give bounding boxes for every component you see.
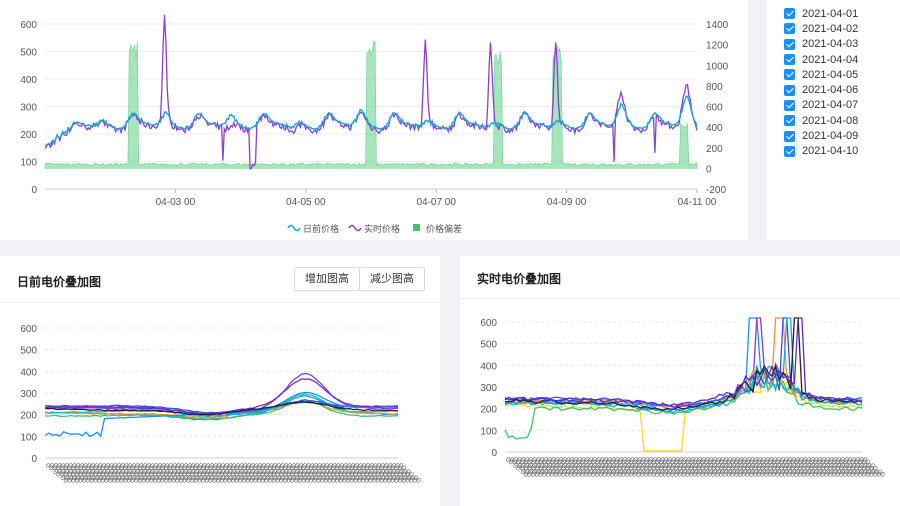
date-checkbox-2021-04-03[interactable]: 2021-04-03: [784, 37, 858, 52]
y-tick: 0: [491, 448, 497, 459]
legend-label: 日前价格: [303, 223, 339, 234]
legend-line-icon: [287, 224, 301, 232]
y-tick: 200: [480, 405, 497, 416]
date-checkbox-list: 2021-04-01 2021-04-02 2021-04-03 2021-04-04…: [784, 6, 858, 159]
y-tick-left: 200: [20, 130, 37, 141]
y-tick: 500: [480, 340, 497, 351]
x-tick-label: 04-03 00: [156, 197, 196, 208]
date-checkbox-label: 2021-04-05: [802, 68, 859, 81]
date-checkbox-2021-04-06[interactable]: 2021-04-06: [784, 82, 858, 97]
checkbox-checked-icon[interactable]: [784, 130, 795, 142]
y-tick: 600: [20, 324, 37, 335]
checkbox-checked-icon[interactable]: [784, 115, 795, 127]
legend-label: 实时价格: [364, 223, 400, 234]
date-checkbox-label: 2021-04-06: [802, 84, 859, 97]
decrease-height-button[interactable]: 减少图高: [359, 267, 425, 291]
y-tick: 0: [31, 454, 37, 465]
date-checkbox-2021-04-07[interactable]: 2021-04-07: [784, 98, 858, 113]
date-checkbox-2021-04-10[interactable]: 2021-04-10: [784, 144, 858, 159]
realtime-overlay-chart: 010020030040050060000:00:0000:00:0000:00…: [480, 317, 886, 479]
realtime-title: 实时电价叠加图: [477, 272, 562, 286]
date-checkbox-label: 2021-04-10: [802, 145, 859, 158]
legend-label: 价格偏差: [426, 223, 462, 234]
series-line-2021-04-05: [45, 400, 399, 420]
y-tick-right: 1400: [706, 20, 729, 31]
y-tick-left: 0: [31, 185, 37, 196]
day-ahead-overlay-card: 日前电价叠加图 增加图高 减少图高 0 100 200 300 400 500 600 00:…: [0, 256, 440, 506]
series-deviation-area: [44, 40, 698, 169]
price-overview-chart: 0 100 200 300 400 500 600 -200 0 200 400 600 800 1000…: [20, 14, 729, 234]
date-checkbox-label: 2021-04-07: [802, 99, 859, 112]
date-checkbox-2021-04-05[interactable]: 2021-04-05: [784, 67, 858, 82]
day-ahead-overlay-chart: 010020030040050060000:00:0000:00:0000:00…: [20, 324, 422, 485]
series-line-2021-04-09: [504, 317, 863, 411]
y-tick-right: 0: [706, 164, 712, 175]
checkbox-checked-icon[interactable]: [784, 8, 795, 20]
y-tick-right: 800: [706, 82, 723, 93]
y-tick: 300: [20, 389, 37, 400]
x-tick-label: 04-09 00: [547, 197, 587, 208]
checkbox-checked-icon[interactable]: [784, 84, 795, 96]
legend-square-icon: [413, 224, 420, 231]
y-tick: 400: [480, 361, 497, 372]
increase-height-button[interactable]: 增加图高: [294, 267, 360, 291]
date-checkbox-2021-04-09[interactable]: 2021-04-09: [784, 128, 858, 143]
y-tick: 300: [480, 383, 497, 394]
x-tick-label: 04-07 00: [416, 197, 456, 208]
y-tick-right: 1000: [706, 61, 729, 72]
y-tick-right: 200: [706, 144, 723, 155]
y-tick: 200: [20, 411, 37, 422]
y-tick: 500: [20, 346, 37, 357]
checkbox-checked-icon[interactable]: [784, 145, 795, 157]
date-checkbox-label: 2021-04-03: [802, 38, 859, 51]
y-tick: 400: [20, 367, 37, 378]
date-checkbox-2021-04-04[interactable]: 2021-04-04: [784, 52, 858, 67]
realtime-overlay-card: 实时电价叠加图 0 100 200 300 400 500 600 00:00:00 00:00…: [460, 256, 900, 506]
checkbox-checked-icon[interactable]: [784, 38, 795, 50]
series-line-2021-04-10: [504, 317, 862, 407]
date-checkbox-label: 2021-04-09: [802, 130, 859, 143]
y-tick: 600: [480, 318, 497, 329]
y-tick-left: 300: [20, 103, 37, 114]
y-tick: 100: [480, 426, 497, 437]
checkbox-checked-icon[interactable]: [784, 54, 795, 66]
y-tick-left: 100: [20, 158, 37, 169]
checkbox-checked-icon[interactable]: [784, 23, 795, 35]
y-tick-right: 400: [706, 123, 723, 134]
series-dayahead-line: [45, 95, 698, 147]
y-tick-left: 500: [20, 48, 37, 59]
day-ahead-title: 日前电价叠加图: [17, 275, 102, 289]
checkbox-checked-icon[interactable]: [784, 99, 795, 111]
y-tick-left: 600: [20, 20, 37, 31]
checkbox-checked-icon[interactable]: [784, 69, 795, 81]
y-tick-right: 1200: [706, 41, 729, 52]
day-ahead-divider: [0, 302, 440, 303]
series-line-2021-04-03: [504, 370, 863, 452]
series-line-2021-04-09: [45, 378, 399, 415]
date-checkbox-2021-04-08[interactable]: 2021-04-08: [784, 113, 858, 128]
y-tick-left: 400: [20, 75, 37, 86]
y-tick-right: -200: [706, 185, 726, 196]
date-filter-panel: 2021-04-01 2021-04-02 2021-04-03 2021-04-04…: [767, 0, 900, 240]
realtime-divider: [460, 298, 900, 299]
series-line-2021-04-10: [44, 401, 399, 416]
date-checkbox-label: 2021-04-01: [802, 7, 859, 20]
series-line-2021-04-08: [504, 317, 863, 413]
x-tick-label: 04-11 00: [678, 197, 717, 208]
date-checkbox-2021-04-02[interactable]: 2021-04-02: [784, 21, 858, 36]
series-line-2021-04-04: [44, 401, 399, 419]
series-line-2021-04-04: [504, 371, 863, 440]
date-checkbox-label: 2021-04-02: [802, 22, 859, 35]
y-tick: 100: [20, 432, 37, 443]
y-tick-right: 600: [706, 103, 723, 114]
series-line-2021-04-07: [504, 317, 863, 409]
price-overview-card: 0 100 200 300 400 500 600 -200 0 200 400 600 800 1000…: [0, 0, 748, 240]
x-tick-label: 04-05 00: [286, 197, 326, 208]
date-checkbox-2021-04-01[interactable]: 2021-04-01: [784, 6, 858, 21]
legend-line-icon: [348, 224, 362, 232]
date-checkbox-label: 2021-04-04: [802, 53, 859, 66]
date-checkbox-label: 2021-04-08: [802, 114, 859, 127]
